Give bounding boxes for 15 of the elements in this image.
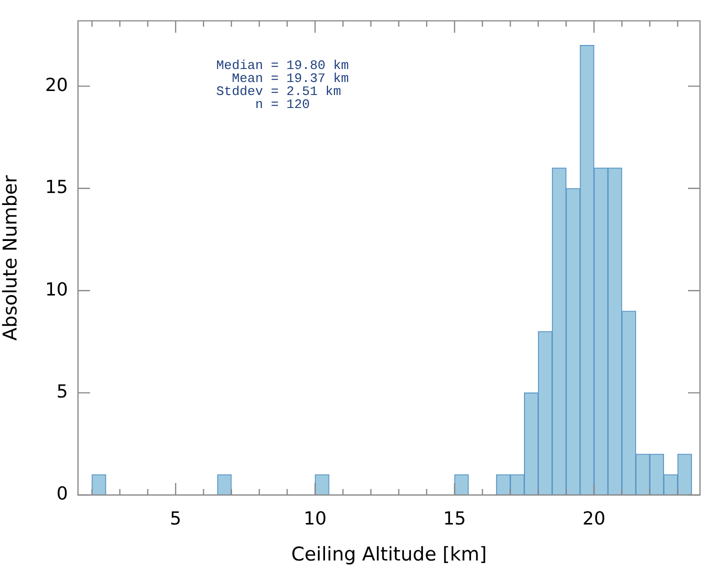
annotation: Stddev = 2.51 km <box>216 84 342 100</box>
x-tick-label: 15 <box>443 508 466 530</box>
y-tick-label: 20 <box>45 74 68 96</box>
y-axis-title: Absolute Number <box>0 175 22 341</box>
x-tick-label: 20 <box>582 508 606 530</box>
annotation: n = 120 <box>255 97 310 112</box>
y-tick-label: 0 <box>56 484 68 505</box>
x-tick-label: 10 <box>304 508 327 530</box>
annotation: Mean = 19.37 km <box>232 71 350 86</box>
x-tick-label: 5 <box>170 508 182 530</box>
annotation: Median = 19.80 km <box>216 58 350 74</box>
y-tick-label: 10 <box>45 279 68 300</box>
y-tick-label: 5 <box>56 381 68 402</box>
y-tick-label: 15 <box>45 177 68 198</box>
x-axis-title: Ceiling Altitude [km] <box>291 544 487 566</box>
